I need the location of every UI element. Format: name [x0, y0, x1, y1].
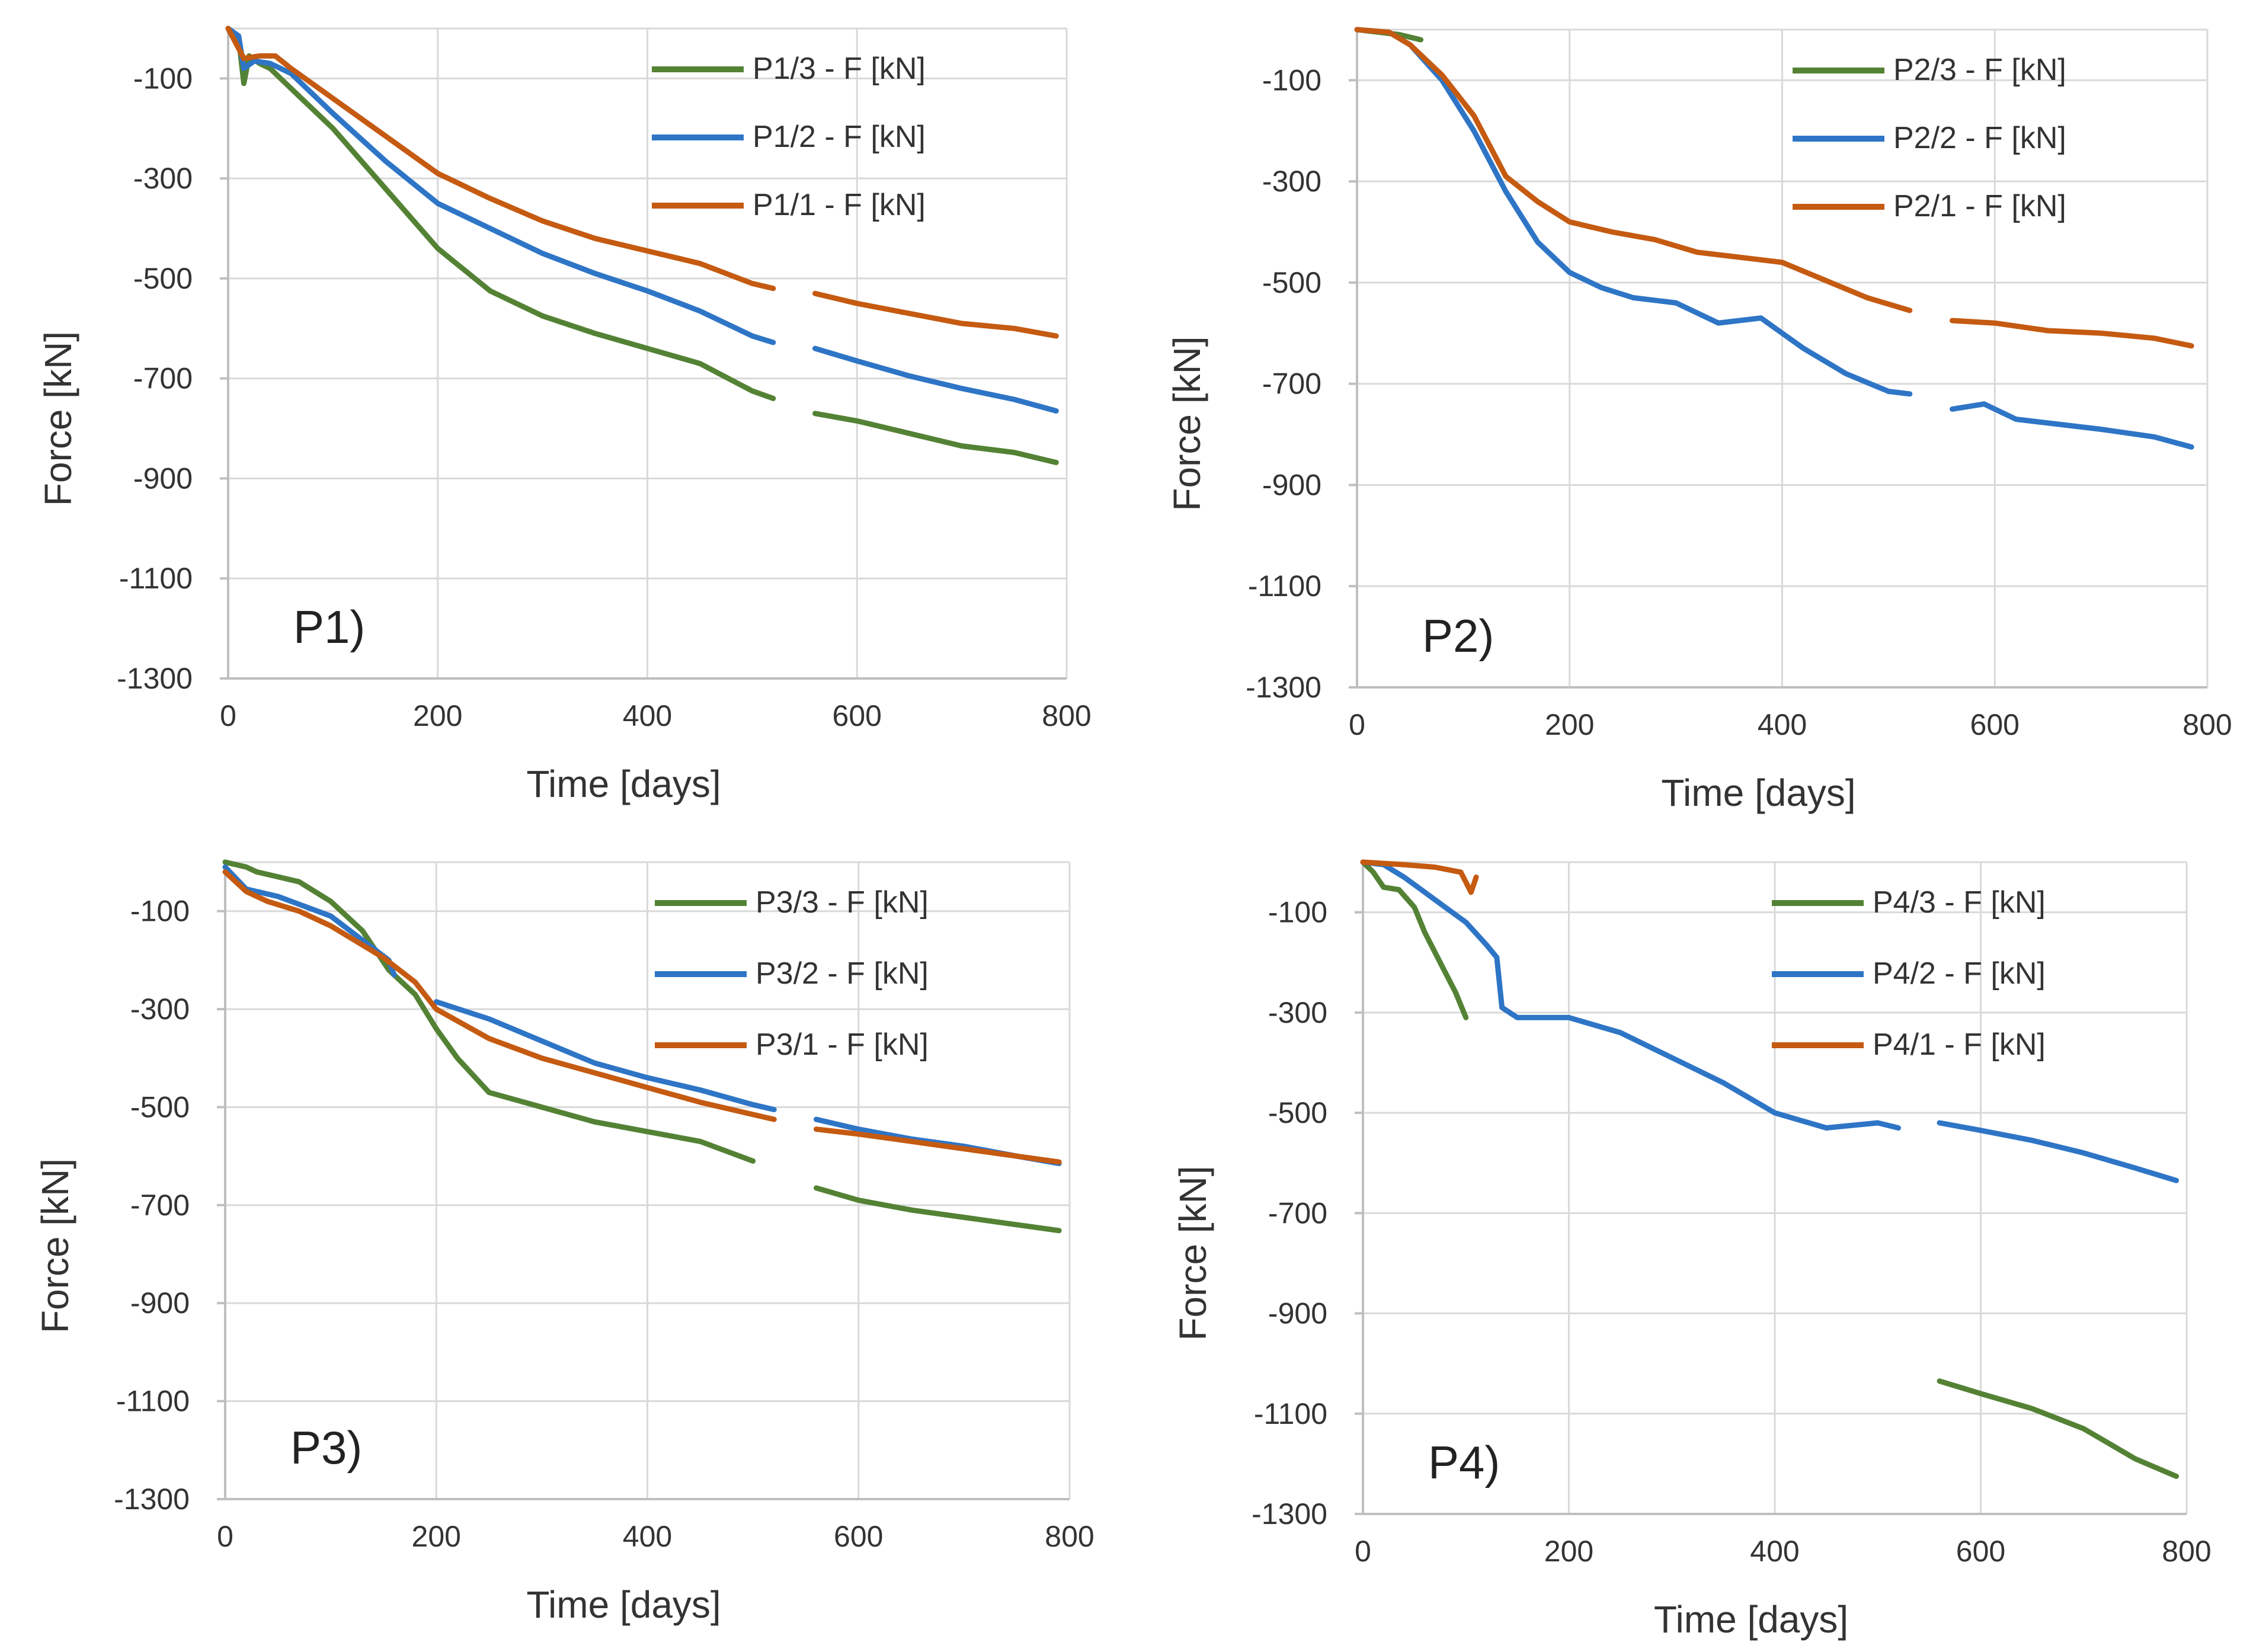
- y-tick-label: -1300: [117, 662, 193, 695]
- x-axis-title: Time [days]: [1654, 1598, 1848, 1641]
- series-line-P3-3-segment-1: [222, 859, 756, 1164]
- y-tick-label: -300: [1262, 165, 1321, 198]
- x-tick-label: 400: [623, 1520, 672, 1553]
- series-line-P1-1-segment-2: [812, 290, 1059, 339]
- y-tick-label: -1300: [1252, 1497, 1327, 1531]
- y-axis-title: Force [kN]: [1166, 336, 1208, 511]
- series-line-P3-3-segment-2: [814, 1185, 1062, 1234]
- x-tick-label: 200: [1545, 708, 1594, 741]
- legend-label: P4/3 - F [kN]: [1873, 885, 2046, 920]
- x-tick-label: 400: [1750, 1535, 1799, 1568]
- chart-panel-2: 0 200 400 600 800 -100 -300 -500 -700 -900 -1100 -1…: [1166, 27, 2232, 814]
- y-tick-label: -1100: [1254, 1397, 1327, 1430]
- y-tick-label: -900: [130, 1286, 190, 1320]
- panel-label: P1): [293, 601, 365, 653]
- series-line-P1-2-segment-1: [225, 25, 776, 345]
- x-tick-label: 200: [413, 699, 462, 732]
- legend-label: P4/2 - F [kN]: [1873, 956, 2046, 991]
- chart-panel-3: 0 200 400 600 800 -100 -300 -500 -700 -900 -1100 -1…: [34, 859, 1095, 1626]
- legend-label: P4/1 - F [kN]: [1873, 1027, 2046, 1062]
- y-tick-label: -500: [130, 1090, 190, 1123]
- series-line-P3-1-segment-2: [814, 1126, 1062, 1165]
- x-tick-label: 200: [412, 1520, 461, 1553]
- y-tick-label: -100: [1268, 896, 1327, 929]
- x-tick-label: 0: [220, 699, 236, 732]
- legend-label: P1/2 - F [kN]: [753, 120, 926, 154]
- series-line-P1-1-segment-1: [225, 25, 776, 292]
- series-line-P2-1-segment-2: [1950, 318, 2194, 349]
- x-axis-title: Time [days]: [1661, 771, 1855, 814]
- x-tick-label: 400: [1758, 708, 1807, 741]
- y-tick-label: -500: [1262, 266, 1321, 299]
- y-tick-label: -1300: [1246, 671, 1321, 704]
- series-line-P4-2-segment-1: [1360, 859, 1901, 1131]
- y-tick-label: -700: [133, 362, 193, 395]
- x-tick-label: 0: [217, 1520, 233, 1553]
- x-tick-label: 0: [1355, 1535, 1371, 1568]
- x-tick-label: 800: [2182, 708, 2232, 741]
- legend-label: P1/3 - F [kN]: [753, 52, 926, 86]
- panel-label: P4): [1428, 1436, 1500, 1488]
- x-tick-label: 200: [1544, 1535, 1593, 1568]
- series-line-P3-2-segment-2: [433, 999, 777, 1113]
- y-tick-label: -900: [133, 462, 193, 495]
- legend-label: P3/1 - F [kN]: [756, 1027, 929, 1062]
- legend-label: P2/2 - F [kN]: [1893, 121, 2066, 155]
- x-tick-label: 600: [1970, 708, 2020, 741]
- series-line-P1-3-segment-2: [812, 411, 1059, 465]
- series-line-P4-1-segment-1: [1360, 859, 1479, 895]
- x-tick-label: 800: [1045, 1520, 1094, 1553]
- chart-panel-4: 0 200 400 600 800 -100 -300 -500 -700 -900 -1100 -1…: [1172, 859, 2212, 1641]
- x-axis-title: Time [days]: [526, 1583, 721, 1626]
- series-line-P4-2-segment-2: [1937, 1120, 2180, 1183]
- y-tick-label: -300: [1268, 996, 1327, 1029]
- y-tick-label: -1100: [116, 1385, 190, 1418]
- x-tick-label: 0: [1349, 708, 1365, 741]
- y-tick-label: -900: [1268, 1297, 1327, 1330]
- x-tick-label: 600: [1956, 1535, 2005, 1568]
- legend-label: P3/2 - F [kN]: [756, 956, 929, 991]
- y-tick-label: -900: [1262, 468, 1321, 501]
- legend-label: P2/1 - F [kN]: [1893, 189, 2066, 223]
- y-axis-title: Force [kN]: [34, 1158, 76, 1333]
- legend-label: P1/1 - F [kN]: [753, 188, 926, 222]
- x-axis-title: Time [days]: [526, 763, 721, 805]
- y-tick-label: -1100: [119, 562, 193, 595]
- y-tick-label: -1300: [114, 1483, 190, 1516]
- y-tick-label: -500: [1268, 1096, 1327, 1129]
- y-tick-label: -100: [1262, 63, 1321, 97]
- y-tick-label: -300: [130, 993, 190, 1026]
- series-line-P2-2-segment-2: [1950, 401, 2194, 450]
- chart-panel-1: 0 200 400 600 800 -100 -300 -500 -700 -900 -1100 -1…: [37, 25, 1092, 805]
- x-tick-label: 800: [1042, 699, 1091, 732]
- series-line-P4-3-segment-2: [1937, 1378, 2180, 1479]
- y-tick-label: -100: [130, 895, 190, 928]
- legend-label: P3/3 - F [kN]: [756, 885, 929, 920]
- panel-label: P2): [1422, 610, 1494, 662]
- y-tick-label: -100: [133, 62, 193, 95]
- y-tick-label: -700: [1268, 1196, 1327, 1230]
- x-tick-label: 600: [834, 1520, 883, 1553]
- panel-label: P3): [290, 1422, 362, 1474]
- series-line-P1-2-segment-2: [812, 345, 1059, 414]
- legend-label: P2/3 - F [kN]: [1893, 53, 2066, 87]
- y-axis-title: Force [kN]: [37, 331, 79, 506]
- y-tick-label: -1100: [1248, 569, 1321, 603]
- x-tick-label: 600: [833, 699, 882, 732]
- y-tick-label: -700: [1262, 367, 1321, 401]
- y-tick-label: -500: [133, 262, 193, 295]
- x-tick-label: 400: [623, 699, 672, 732]
- y-tick-label: -300: [133, 162, 193, 195]
- series-line-P4-3-segment-1: [1360, 859, 1469, 1020]
- x-tick-label: 800: [2162, 1535, 2211, 1568]
- y-tick-label: -700: [130, 1189, 190, 1222]
- series-line-P2-1-segment-1: [1354, 27, 1913, 313]
- y-axis-title: Force [kN]: [1172, 1166, 1214, 1340]
- series-line-P3-1-segment-1: [222, 869, 777, 1122]
